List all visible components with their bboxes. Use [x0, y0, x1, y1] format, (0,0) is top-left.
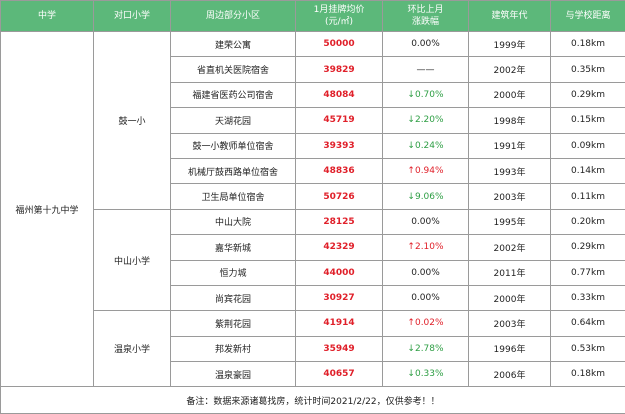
community-cell: 恒力城	[171, 260, 296, 285]
distance-cell: 0.18km	[551, 32, 625, 57]
distance-cell: 0.29km	[551, 235, 625, 260]
year-cell: 2000年	[469, 82, 551, 107]
year-cell: 2003年	[469, 311, 551, 336]
change-cell: ↓2.78%	[383, 336, 469, 361]
distance-cell: 0.29km	[551, 82, 625, 107]
change-cell: 0.00%	[383, 260, 469, 285]
header-cell: 与学校距离	[551, 1, 625, 32]
change-cell: ——	[383, 57, 469, 82]
price-cell: 30927	[296, 285, 383, 310]
community-cell: 鼓一小教师单位宿舍	[171, 133, 296, 158]
community-cell: 尚宾花园	[171, 285, 296, 310]
distance-cell: 0.15km	[551, 108, 625, 133]
distance-cell: 0.77km	[551, 260, 625, 285]
price-cell: 50000	[296, 32, 383, 57]
change-cell: 0.00%	[383, 32, 469, 57]
change-cell: ↓0.70%	[383, 82, 469, 107]
price-cell: 40657	[296, 362, 383, 387]
header-cell: 对口小学	[94, 1, 171, 32]
header-cell: 环比上月 涨跌幅	[383, 1, 469, 32]
distance-cell: 0.64km	[551, 311, 625, 336]
year-cell: 1993年	[469, 158, 551, 183]
year-cell: 2011年	[469, 260, 551, 285]
year-cell: 2000年	[469, 285, 551, 310]
community-cell: 省直机关医院宿舍	[171, 57, 296, 82]
price-cell: 39393	[296, 133, 383, 158]
change-cell: ↑0.94%	[383, 158, 469, 183]
change-cell: ↓0.33%	[383, 362, 469, 387]
community-cell: 建荣公寓	[171, 32, 296, 57]
change-cell: ↓2.20%	[383, 108, 469, 133]
footer-note: 备注：数据来源诸葛找房，统计时间2021/2/22，仅供参考！！	[1, 387, 625, 414]
change-cell: ↓0.24%	[383, 133, 469, 158]
distance-cell: 0.20km	[551, 209, 625, 234]
community-cell: 福建省医药公司宿舍	[171, 82, 296, 107]
community-cell: 嘉华新城	[171, 235, 296, 260]
footer-row: 备注：数据来源诸葛找房，统计时间2021/2/22，仅供参考！！	[1, 387, 625, 414]
year-cell: 2003年	[469, 184, 551, 209]
school-cell: 福州第十九中学	[1, 32, 94, 387]
price-cell: 45719	[296, 108, 383, 133]
primary-school-cell: 中山小学	[94, 209, 171, 311]
year-cell: 2006年	[469, 362, 551, 387]
community-cell: 卫生局单位宿舍	[171, 184, 296, 209]
price-cell: 35949	[296, 336, 383, 361]
distance-cell: 0.33km	[551, 285, 625, 310]
header-cell: 1月挂牌均价 (元/㎡)	[296, 1, 383, 32]
header-cell: 建筑年代	[469, 1, 551, 32]
year-cell: 2002年	[469, 57, 551, 82]
year-cell: 1999年	[469, 32, 551, 57]
distance-cell: 0.14km	[551, 158, 625, 183]
distance-cell: 0.53km	[551, 336, 625, 361]
header-cell: 周边部分小区	[171, 1, 296, 32]
distance-cell: 0.09km	[551, 133, 625, 158]
price-cell: 50726	[296, 184, 383, 209]
header-cell: 中学	[1, 1, 94, 32]
year-cell: 1996年	[469, 336, 551, 361]
distance-cell: 0.35km	[551, 57, 625, 82]
primary-school-cell: 温泉小学	[94, 311, 171, 387]
community-cell: 机械厅鼓西路单位宿舍	[171, 158, 296, 183]
change-cell: ↑2.10%	[383, 235, 469, 260]
change-cell: ↓9.06%	[383, 184, 469, 209]
community-cell: 紫荆花园	[171, 311, 296, 336]
change-cell: ↑0.02%	[383, 311, 469, 336]
community-cell: 邦发新村	[171, 336, 296, 361]
price-cell: 42329	[296, 235, 383, 260]
year-cell: 1995年	[469, 209, 551, 234]
year-cell: 2002年	[469, 235, 551, 260]
community-cell: 中山大院	[171, 209, 296, 234]
price-cell: 48084	[296, 82, 383, 107]
distance-cell: 0.11km	[551, 184, 625, 209]
price-cell: 41914	[296, 311, 383, 336]
price-cell: 44000	[296, 260, 383, 285]
price-cell: 28125	[296, 209, 383, 234]
year-cell: 1998年	[469, 108, 551, 133]
community-cell: 温泉豪园	[171, 362, 296, 387]
change-cell: 0.00%	[383, 209, 469, 234]
community-cell: 天湖花园	[171, 108, 296, 133]
price-cell: 48836	[296, 158, 383, 183]
change-cell: 0.00%	[383, 285, 469, 310]
price-cell: 39829	[296, 57, 383, 82]
distance-cell: 0.18km	[551, 362, 625, 387]
primary-school-cell: 鼓一小	[94, 32, 171, 210]
year-cell: 1991年	[469, 133, 551, 158]
